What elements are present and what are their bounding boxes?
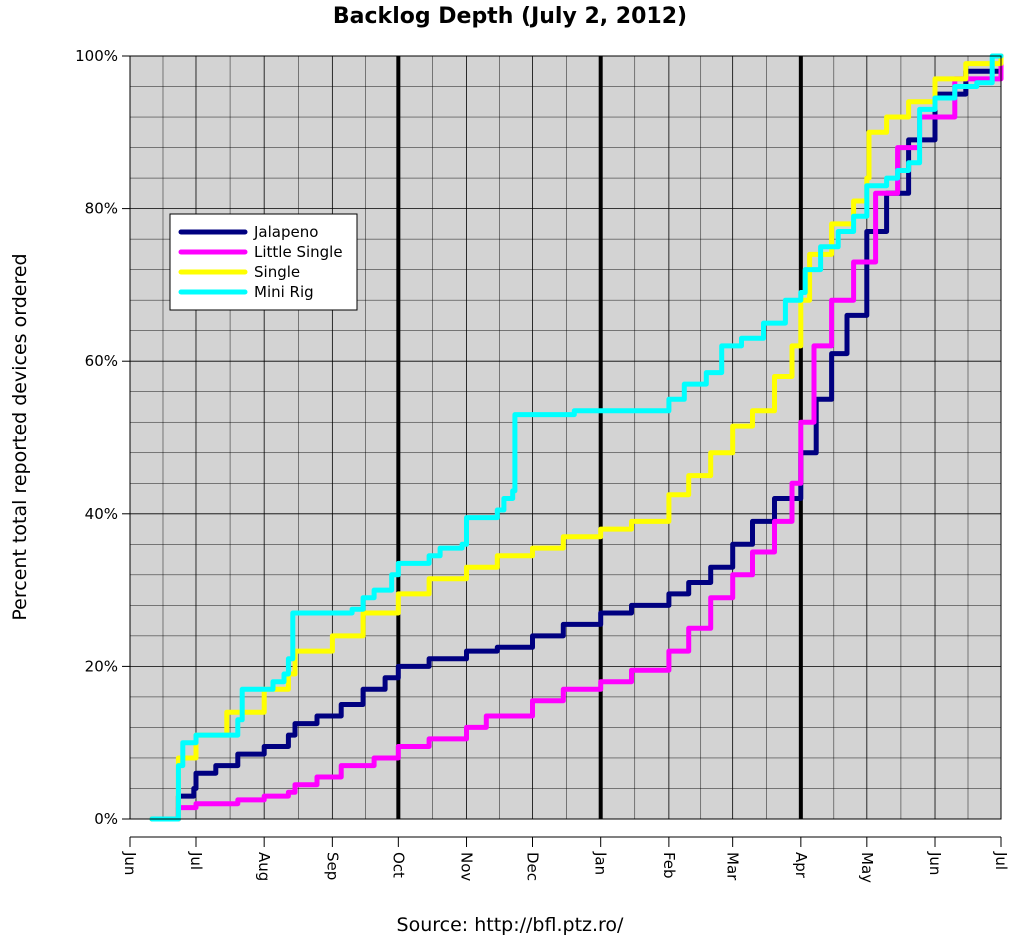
y-axis-label: Percent total reported devices ordered [9, 253, 31, 620]
legend-label-single: Single [254, 263, 300, 281]
axes: 0% 20% 40% 60% 80% 100% Jun Jul Aug Sep Oct Nov Dec J… [75, 47, 1010, 883]
y-tick-label: 20% [85, 657, 118, 675]
y-tick-label: 80% [85, 200, 118, 218]
legend-label-little-single: Little Single [254, 243, 343, 261]
x-tick-label: Jul [187, 851, 205, 870]
x-tick-label: Jun [121, 851, 139, 875]
y-tick-label: 60% [85, 352, 118, 370]
x-tick-label: Jul [992, 851, 1010, 870]
series-line-single [149, 53, 1004, 822]
x-tick-label: Jun [926, 851, 944, 875]
legend: Jalapeno Little Single Single Mini Rig [169, 213, 358, 311]
x-tick-label: Aug [255, 852, 273, 881]
x-tick-label: Mar [724, 852, 742, 881]
x-tick-label: Nov [458, 852, 476, 881]
y-tick-label: 100% [75, 47, 118, 65]
chart-title: Backlog Depth (July 2, 2012) [333, 4, 687, 29]
y-tick-label: 0% [94, 810, 118, 828]
y-tick-label: 40% [85, 505, 118, 523]
legend-label-jalapeno: Jalapeno [253, 223, 318, 241]
series-line-mini-rig [149, 53, 1004, 822]
series-line-little-single [173, 53, 1004, 822]
series-lines [149, 53, 1004, 822]
x-tick-label: Dec [524, 852, 542, 881]
legend-label-mini-rig: Mini Rig [254, 283, 314, 301]
x-tick-label: May [858, 852, 876, 883]
x-tick-label: Feb [660, 852, 678, 879]
x-tick-label: Oct [389, 852, 407, 878]
source-note: Source: http://bfl.ptz.ro/ [397, 914, 625, 936]
x-tick-label: Apr [792, 852, 810, 879]
series-line-jalapeno [149, 53, 1004, 822]
x-tick-label: Sep [323, 852, 341, 880]
x-tick-label: Jan [592, 851, 610, 875]
